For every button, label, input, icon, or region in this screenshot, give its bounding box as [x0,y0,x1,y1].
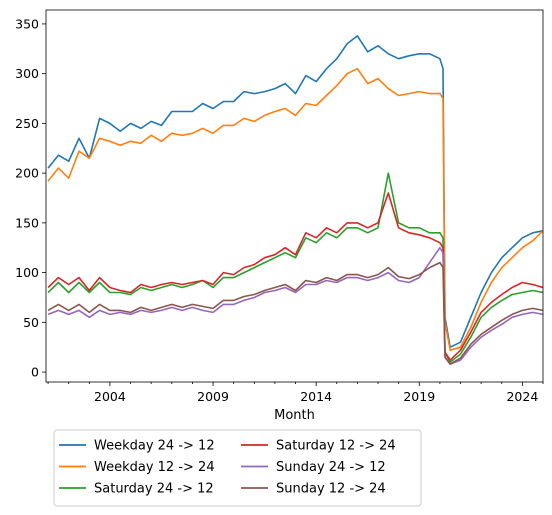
legend: Weekday 24 -> 12 Weekday 12 -> 24 Saturday… [53,429,422,507]
x-axis-label: Month [274,408,315,423]
y-tick-label: 350 [15,16,39,31]
legend-label: Weekday 24 -> 12 [94,439,215,454]
legend-label: Weekday 12 -> 24 [94,460,215,475]
x-tick-label: 2024 [506,389,538,404]
plot-frame [45,9,544,383]
y-tick-label: 250 [15,116,39,131]
x-tick-label: 2014 [300,389,332,404]
legend-label: Sunday 12 -> 24 [276,482,386,497]
legend-label: Saturday 12 -> 24 [276,439,396,454]
y-tick-label: 300 [15,66,39,81]
series-line-5 [47,261,543,365]
series-line-3 [47,192,543,361]
series-line-2 [47,172,543,363]
y-tick-label: 150 [15,215,39,230]
series-line-4 [47,246,543,365]
series-line-0 [47,35,543,348]
y-tick-label: 0 [31,365,39,380]
legend-box [53,429,422,507]
legend-label: Saturday 24 -> 12 [94,482,214,497]
series-layer [47,35,543,365]
x-tick-label: 2004 [94,389,126,404]
x-axis: 2004 2009 2014 2019 2024 [47,382,544,404]
y-tick-label: 100 [15,265,39,280]
x-tick-label: 2009 [197,389,229,404]
series-line-1 [47,67,543,351]
y-axis: 0 50 100 150 200 250 300 350 [15,16,46,380]
legend-label: Sunday 24 -> 12 [276,460,386,475]
y-tick-label: 50 [23,315,39,330]
x-tick-label: 2019 [403,389,435,404]
y-tick-label: 200 [15,166,39,181]
